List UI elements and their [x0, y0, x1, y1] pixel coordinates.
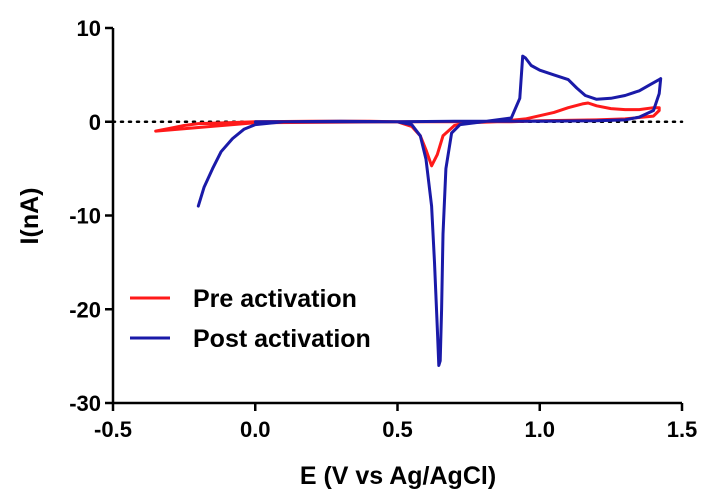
y-axis-title: I(nA) [16, 188, 44, 245]
x-tick-label: 0.0 [240, 417, 271, 442]
series-line-post-activation [196, 54, 663, 367]
y-tick-label: 0 [89, 110, 101, 135]
legend-label-post-activation: Post activation [193, 325, 371, 353]
y-tick-label: -20 [69, 297, 101, 322]
series-line-pre-activation [154, 101, 661, 168]
x-axis-title: E (V vs Ag/AgCl) [300, 462, 496, 490]
x-tick-label: 0.5 [382, 417, 413, 442]
y-tick-label: 10 [77, 16, 101, 41]
legend-label-pre-activation: Pre activation [193, 285, 357, 313]
x-tick-label: 1.0 [524, 417, 555, 442]
x-tick-label: -0.5 [94, 417, 132, 442]
y-tick-label: -10 [69, 204, 101, 229]
x-tick-label: 1.5 [667, 417, 698, 442]
legend: Pre activation Post activation [130, 285, 371, 353]
y-tick-label: -30 [69, 391, 101, 416]
